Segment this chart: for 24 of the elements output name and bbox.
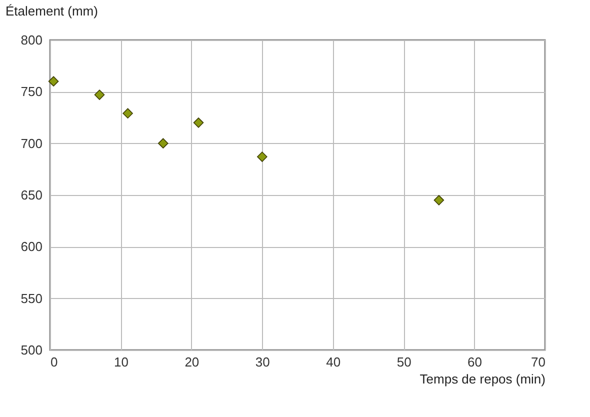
point — [257, 152, 268, 162]
y-axis-title: Étalement (mm) — [6, 4, 98, 18]
y-tick-label: 550 — [20, 290, 42, 306]
point — [434, 195, 444, 206]
y-tick-label: 800 — [20, 32, 42, 48]
x-tick-label: 10 — [114, 354, 128, 370]
x-axis-title: Temps de repos (min) — [420, 372, 546, 386]
point — [158, 138, 168, 148]
point — [48, 76, 59, 86]
point — [122, 108, 133, 119]
y-tick-label: 750 — [20, 84, 42, 100]
x-tick-label: 20 — [184, 354, 200, 370]
y-tick-label: 650 — [20, 188, 42, 202]
x-tick-label: 0 — [50, 354, 58, 370]
y-tick-label: 600 — [20, 239, 42, 254]
x-tick-label: 60 — [468, 354, 482, 370]
y-tick-label: 700 — [20, 136, 42, 151]
x-tick-label: 40 — [326, 354, 341, 370]
x-tick-label: 70 — [531, 354, 546, 370]
point — [193, 118, 204, 128]
x-tick-label: 30 — [255, 354, 270, 370]
y-tick-label: 500 — [20, 342, 42, 358]
x-tick-label: 50 — [396, 354, 412, 370]
point — [94, 90, 105, 100]
